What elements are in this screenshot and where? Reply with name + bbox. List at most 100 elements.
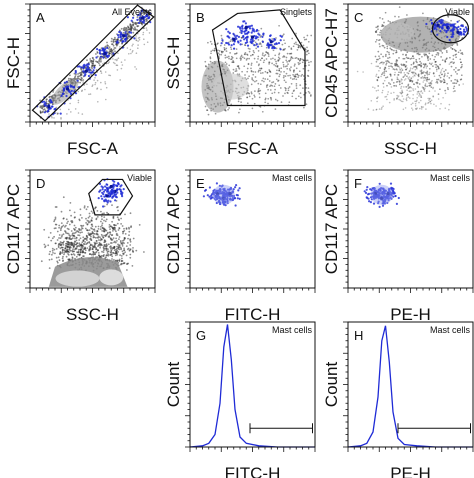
data-point	[133, 37, 136, 40]
data-point	[101, 49, 104, 52]
event-dot	[305, 87, 308, 89]
event-dot	[93, 79, 95, 81]
event-dot	[137, 37, 140, 39]
gate-label: Singlets	[280, 7, 313, 17]
event-dot	[64, 237, 67, 240]
data-point	[225, 28, 228, 31]
event-dot	[64, 250, 67, 253]
event-dot	[379, 38, 381, 41]
event-dot	[96, 242, 98, 245]
event-dot	[295, 41, 297, 44]
event-dot	[452, 87, 455, 90]
event-dot	[377, 28, 379, 31]
data-point	[103, 195, 106, 198]
event-dot	[63, 253, 65, 256]
event-dot	[446, 75, 449, 77]
event-dot	[92, 57, 94, 60]
event-dot	[230, 48, 233, 51]
data-point	[124, 38, 127, 41]
event-dot	[135, 23, 138, 26]
event-dot	[425, 108, 427, 110]
data-point	[139, 19, 142, 22]
event-dot	[430, 102, 432, 105]
event-dot	[131, 45, 133, 47]
event-dot	[377, 76, 380, 79]
data-point	[98, 51, 101, 55]
event-dot	[402, 76, 405, 78]
event-dot	[375, 108, 378, 111]
event-dot	[105, 243, 108, 246]
event-dot	[115, 64, 118, 66]
event-dot	[403, 86, 405, 88]
event-dot	[111, 248, 114, 250]
event-dot	[237, 65, 240, 68]
event-dot	[204, 105, 207, 108]
event-dot	[381, 18, 384, 20]
data-point	[113, 192, 116, 196]
event-dot	[398, 57, 400, 59]
event-dot	[78, 228, 81, 231]
event-dot	[402, 63, 405, 66]
data-point	[87, 68, 90, 71]
data-point	[76, 79, 79, 82]
event-dot	[62, 224, 65, 227]
event-dot	[143, 38, 145, 40]
event-dot	[295, 87, 298, 90]
data-point	[122, 34, 126, 38]
event-dot	[430, 63, 433, 66]
event-dot	[88, 249, 90, 251]
event-dot	[424, 77, 427, 79]
event-dot	[453, 85, 456, 88]
event-dot	[60, 117, 62, 119]
event-dot	[429, 100, 432, 103]
event-dot	[293, 89, 295, 92]
event-dot	[108, 61, 110, 63]
event-dot	[105, 245, 107, 248]
event-dot	[57, 112, 59, 114]
event-dot	[41, 106, 44, 109]
event-dot	[386, 98, 388, 101]
data-point	[240, 31, 243, 35]
event-dot	[55, 248, 58, 250]
event-dot	[112, 58, 114, 60]
x-axis-label: FITC-H	[225, 464, 281, 478]
event-dot	[411, 67, 414, 70]
event-dot	[306, 50, 309, 52]
data-point	[232, 37, 236, 42]
event-dot	[94, 243, 97, 246]
event-dot	[412, 63, 415, 65]
event-dot	[389, 83, 392, 85]
data-point	[65, 80, 68, 83]
event-dot	[42, 110, 44, 113]
event-dot	[386, 84, 388, 87]
event-dot	[444, 60, 447, 63]
data-point	[235, 184, 238, 187]
event-dot	[95, 218, 98, 221]
event-dot	[130, 26, 132, 29]
event-dot	[93, 230, 96, 232]
event-dot	[271, 81, 273, 84]
event-dot	[396, 98, 398, 100]
data-point	[462, 32, 465, 36]
event-dot	[121, 257, 123, 260]
event-dot	[375, 26, 378, 29]
event-dot	[221, 37, 223, 40]
data-point	[250, 31, 253, 34]
event-dot	[53, 220, 55, 223]
event-dot	[69, 102, 71, 105]
data-point	[244, 32, 247, 36]
event-dot	[307, 90, 310, 93]
event-dot	[439, 108, 441, 110]
event-dot	[136, 22, 139, 25]
event-dot	[77, 112, 80, 114]
y-axis-label: CD45 APC-H7	[322, 8, 341, 118]
event-dot	[420, 69, 423, 72]
event-dot	[87, 232, 90, 235]
data-point	[444, 24, 447, 27]
event-dot	[395, 63, 397, 66]
event-dot	[246, 67, 249, 70]
data-point	[118, 188, 121, 191]
event-dot	[263, 59, 266, 62]
axis-ticks	[185, 169, 316, 293]
event-dot	[132, 247, 134, 249]
